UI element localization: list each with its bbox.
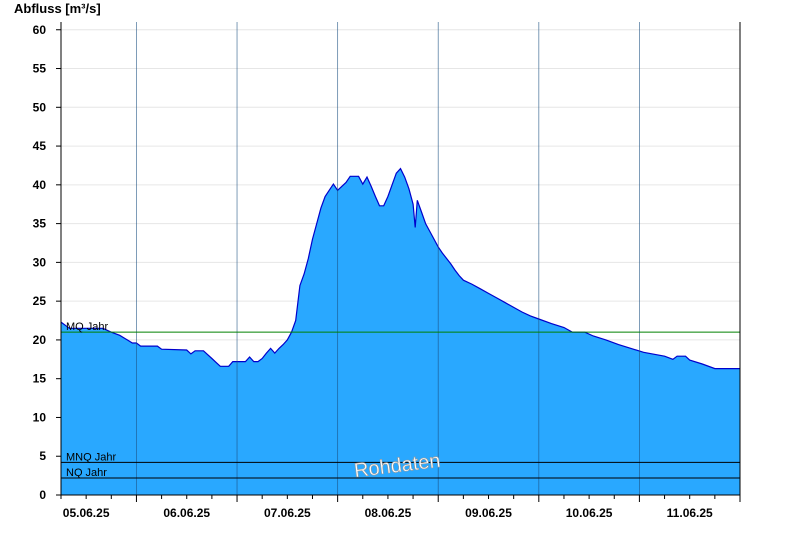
reference-lines: MQ Jahr MNQ Jahr NQ Jahr — [61, 321, 740, 479]
x-tick-label: 07.06.25 — [264, 506, 311, 520]
y-tick-label: 60 — [33, 23, 47, 37]
y-tick-label: 30 — [33, 255, 47, 269]
x-tick-label: 06.06.25 — [163, 506, 210, 520]
x-tick-label: 11.06.25 — [667, 506, 713, 520]
y-axis-label: Abfluss [m³/s] — [14, 1, 101, 16]
y-tick-label: 10 — [33, 410, 47, 424]
y-tick-label: 35 — [33, 217, 47, 231]
series-line — [60, 167, 740, 370]
y-tick-labels: 0 5 10 15 20 25 30 35 40 45 50 55 60 — [33, 23, 47, 502]
x-tick-label: 05.06.25 — [63, 506, 110, 520]
axes — [56, 22, 741, 502]
x-tick-labels: 05.06.25 06.06.25 07.06.25 08.06.25 09.06.25… — [63, 506, 713, 520]
y-tick-label: 40 — [33, 178, 47, 192]
y-tick-label: 55 — [33, 62, 47, 76]
y-tick-label: 20 — [33, 333, 47, 347]
x-tick-label: 10.06.25 — [566, 506, 613, 520]
x-tick-label: 08.06.25 — [365, 506, 412, 520]
y-tick-label: 45 — [33, 139, 47, 153]
reference-label: MNQ Jahr — [66, 451, 116, 463]
y-tick-label: 5 — [39, 449, 46, 463]
y-tick-label: 0 — [39, 488, 46, 502]
reference-label: NQ Jahr — [66, 467, 107, 479]
reference-label: MQ Jahr — [66, 321, 109, 333]
y-tick-label: 50 — [33, 100, 47, 114]
x-tick-label: 09.06.25 — [465, 506, 512, 520]
y-tick-label: 15 — [33, 372, 47, 386]
y-tick-label: 25 — [33, 294, 47, 308]
day-separators — [136, 22, 640, 495]
